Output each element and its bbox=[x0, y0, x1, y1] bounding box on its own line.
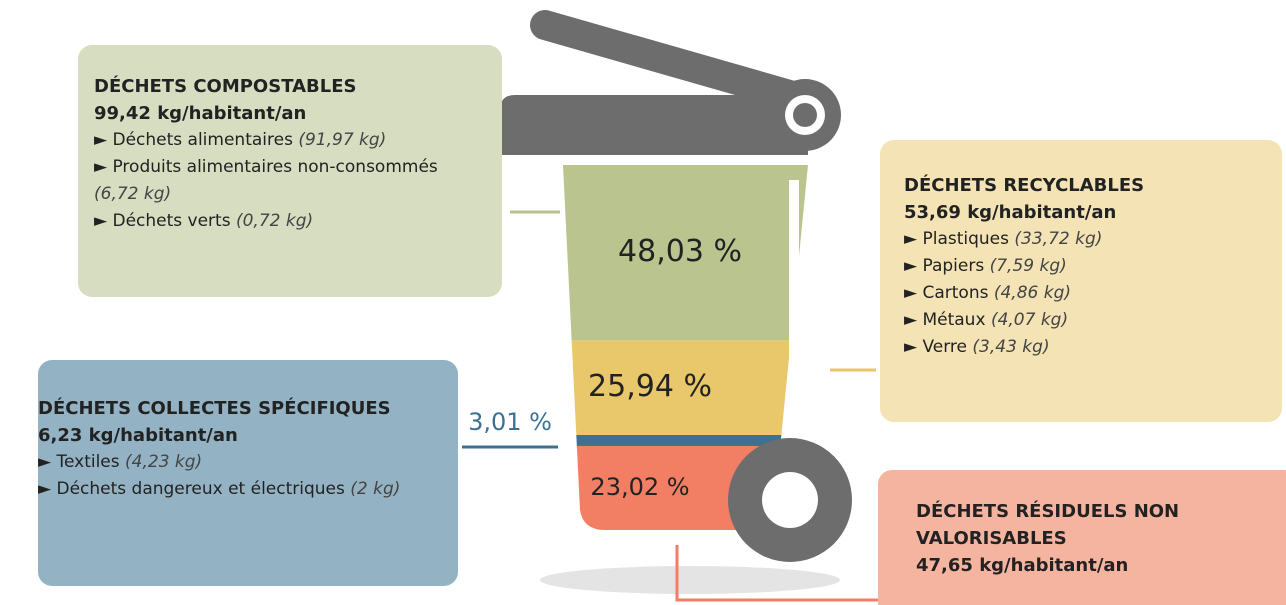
item-text: ► Plastiques bbox=[904, 229, 1009, 249]
item-detail: (4,23 kg) bbox=[125, 452, 202, 472]
lid bbox=[500, 95, 808, 155]
bin-highlight bbox=[789, 180, 799, 415]
box-title: DÉCHETS RECYCLABLES bbox=[904, 172, 1258, 199]
box-item: ► Papiers (7,59 kg) bbox=[904, 253, 1258, 280]
box-item: ► Verre (3,43 kg) bbox=[904, 334, 1258, 361]
item-detail: (91,97 kg) bbox=[298, 130, 386, 150]
item-text: ► Métaux bbox=[904, 310, 986, 330]
box-title: DÉCHETS RÉSIDUELS NON VALORISABLES bbox=[916, 498, 1286, 552]
box-item: ► Métaux (4,07 kg) bbox=[904, 307, 1258, 334]
box-item: ► Déchets verts (0,72 kg) bbox=[94, 208, 486, 235]
box-item: ► Produits alimentaires non-consommés (6… bbox=[94, 154, 486, 208]
item-detail: (2 kg) bbox=[350, 479, 400, 499]
box-item: ► Textiles (4,23 kg) bbox=[38, 449, 458, 476]
item-text: ► Cartons bbox=[904, 283, 988, 303]
value-label: 25,94 % bbox=[588, 369, 712, 404]
box-item: ► Plastiques (33,72 kg) bbox=[904, 226, 1258, 253]
item-text: ► Textiles bbox=[38, 452, 120, 472]
box-amount: 99,42 kg/habitant/an bbox=[94, 100, 486, 127]
item-text: ► Déchets verts bbox=[94, 211, 231, 231]
value-label: 23,02 % bbox=[590, 473, 689, 501]
box-amount: 47,65 kg/habitant/an bbox=[916, 552, 1286, 579]
lid-arm bbox=[545, 25, 800, 98]
hinge-center bbox=[793, 103, 817, 127]
item-text: ► Produits alimentaires non-consommés bbox=[94, 157, 438, 177]
box-item: ► Déchets alimentaires (91,97 kg) bbox=[94, 127, 486, 154]
item-detail: (7,59 kg) bbox=[990, 256, 1067, 276]
item-detail: (6,72 kg) bbox=[94, 184, 171, 204]
infographic: 23,02 % 3,01 % 25,94 % 48,03 % DÉCHETS COMP… bbox=[0, 0, 1286, 605]
box-title: DÉCHETS COLLECTES SPÉCIFIQUES bbox=[38, 395, 458, 422]
box-item: ► Cartons (4,86 kg) bbox=[904, 280, 1258, 307]
item-text: ► Papiers bbox=[904, 256, 984, 276]
item-detail: (4,07 kg) bbox=[991, 310, 1068, 330]
item-text: ► Déchets dangereux et électriques bbox=[38, 479, 345, 499]
shadow bbox=[540, 566, 840, 594]
box-amount: 53,69 kg/habitant/an bbox=[904, 199, 1258, 226]
box-amount: 6,23 kg/habitant/an bbox=[38, 422, 458, 449]
item-text: ► Verre bbox=[904, 337, 967, 357]
item-detail: (33,72 kg) bbox=[1014, 229, 1102, 249]
value-label: 3,01 % bbox=[468, 408, 552, 436]
wheel-hub bbox=[762, 472, 818, 528]
item-detail: (4,86 kg) bbox=[994, 283, 1071, 303]
item-detail: (3,43 kg) bbox=[972, 337, 1049, 357]
box-item: ► Déchets dangereux et électriques (2 kg… bbox=[38, 476, 458, 503]
box-title: DÉCHETS COMPOSTABLES bbox=[94, 73, 486, 100]
item-text: ► Déchets alimentaires bbox=[94, 130, 293, 150]
value-label: 48,03 % bbox=[618, 234, 742, 269]
item-detail: (0,72 kg) bbox=[236, 211, 313, 231]
